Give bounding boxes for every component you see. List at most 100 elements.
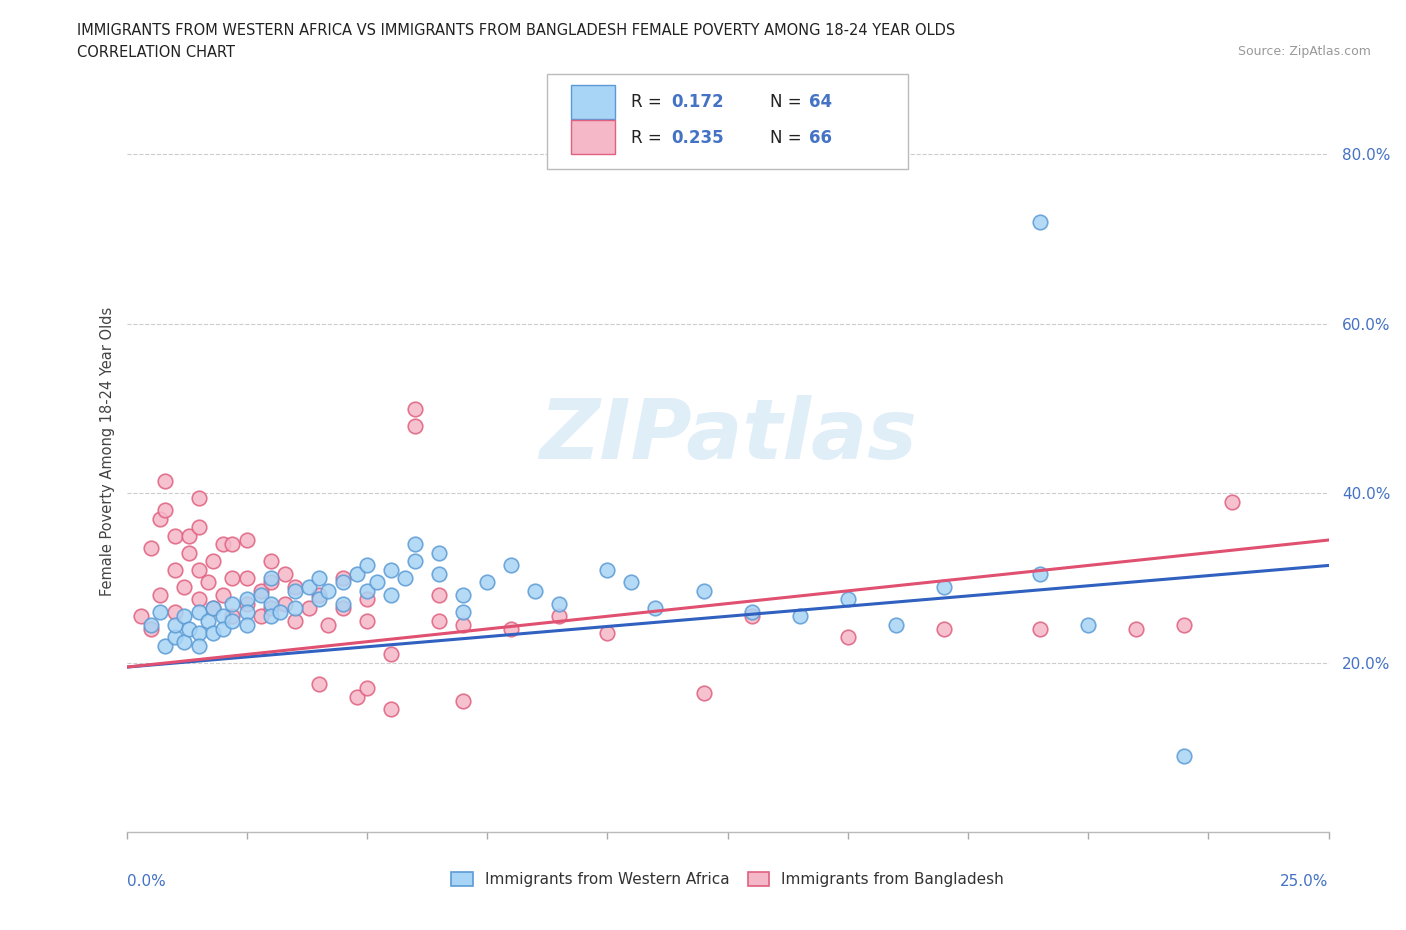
Text: N =: N =: [769, 93, 807, 111]
Point: [235, 604, 259, 619]
Point: [308, 677, 330, 692]
Point: [451, 588, 474, 603]
Point: [221, 609, 243, 624]
Point: [404, 418, 426, 433]
Point: [235, 591, 259, 606]
Point: [380, 647, 402, 662]
Point: [318, 583, 340, 598]
Point: [235, 571, 259, 586]
Point: [501, 558, 523, 573]
Text: IMMIGRANTS FROM WESTERN AFRICA VS IMMIGRANTS FROM BANGLADESH FEMALE POVERTY AMON: IMMIGRANTS FROM WESTERN AFRICA VS IMMIGR…: [77, 23, 956, 38]
Point: [139, 541, 162, 556]
Point: [187, 591, 209, 606]
Point: [475, 575, 498, 590]
Point: [221, 537, 243, 551]
Point: [932, 579, 955, 594]
Text: 0.172: 0.172: [671, 93, 724, 111]
Point: [177, 621, 200, 636]
FancyBboxPatch shape: [571, 120, 614, 153]
Point: [260, 601, 283, 616]
Point: [451, 618, 474, 632]
Point: [427, 545, 450, 560]
Point: [221, 613, 243, 628]
Point: [284, 613, 307, 628]
Text: ZIPatlas: ZIPatlas: [538, 395, 917, 476]
Point: [187, 604, 209, 619]
Point: [932, 621, 955, 636]
Point: [260, 609, 283, 624]
Point: [394, 571, 416, 586]
Point: [260, 571, 283, 586]
Point: [548, 609, 571, 624]
Point: [380, 588, 402, 603]
Point: [173, 609, 195, 624]
Point: [163, 528, 186, 543]
Point: [139, 618, 162, 632]
Point: [197, 575, 219, 590]
Text: R =: R =: [631, 129, 668, 147]
Point: [501, 621, 523, 636]
Point: [451, 604, 474, 619]
FancyBboxPatch shape: [547, 73, 908, 169]
Point: [284, 579, 307, 594]
Point: [356, 681, 378, 696]
Text: CORRELATION CHART: CORRELATION CHART: [77, 45, 235, 60]
Point: [451, 694, 474, 709]
Point: [837, 630, 859, 644]
Point: [404, 401, 426, 416]
Point: [250, 588, 273, 603]
Point: [202, 601, 225, 616]
Point: [202, 601, 225, 616]
Point: [346, 566, 368, 581]
Point: [149, 512, 172, 526]
Text: N =: N =: [769, 129, 807, 147]
Point: [211, 609, 233, 624]
Point: [202, 626, 225, 641]
Point: [221, 571, 243, 586]
Text: 0.0%: 0.0%: [127, 874, 166, 889]
Point: [318, 618, 340, 632]
Point: [250, 583, 273, 598]
Point: [427, 588, 450, 603]
Point: [789, 609, 811, 624]
Point: [548, 596, 571, 611]
Text: 25.0%: 25.0%: [1281, 874, 1329, 889]
Point: [1077, 618, 1099, 632]
Point: [149, 588, 172, 603]
Point: [1173, 749, 1195, 764]
Point: [235, 596, 259, 611]
FancyBboxPatch shape: [571, 85, 614, 118]
Point: [221, 596, 243, 611]
Point: [187, 490, 209, 505]
Point: [260, 575, 283, 590]
Point: [380, 702, 402, 717]
Point: [366, 575, 388, 590]
Point: [235, 618, 259, 632]
Legend: Immigrants from Western Africa, Immigrants from Bangladesh: Immigrants from Western Africa, Immigran…: [446, 866, 1010, 894]
Point: [211, 588, 233, 603]
Point: [404, 553, 426, 568]
Point: [308, 571, 330, 586]
Point: [427, 613, 450, 628]
Point: [173, 634, 195, 649]
Point: [332, 596, 354, 611]
Point: [1029, 566, 1052, 581]
Point: [596, 626, 619, 641]
Point: [274, 596, 297, 611]
Point: [173, 579, 195, 594]
Point: [149, 604, 172, 619]
Point: [356, 591, 378, 606]
Point: [332, 575, 354, 590]
Point: [741, 604, 763, 619]
Point: [356, 583, 378, 598]
Point: [177, 528, 200, 543]
Point: [163, 618, 186, 632]
Point: [284, 583, 307, 598]
Point: [427, 566, 450, 581]
Point: [620, 575, 643, 590]
Point: [187, 563, 209, 578]
Text: 64: 64: [810, 93, 832, 111]
Point: [298, 601, 321, 616]
Point: [153, 503, 176, 518]
Text: Source: ZipAtlas.com: Source: ZipAtlas.com: [1237, 45, 1371, 58]
